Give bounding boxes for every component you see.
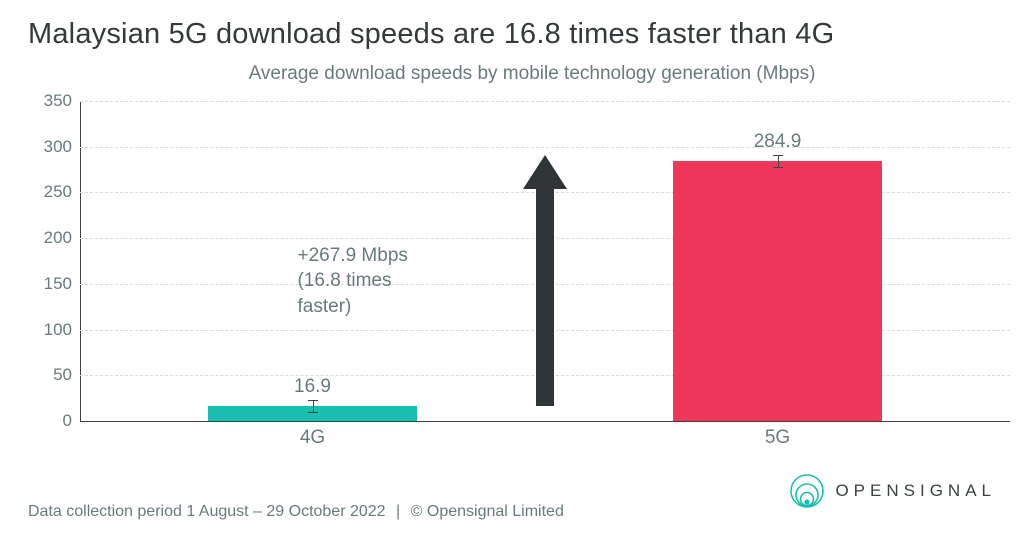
error-bar bbox=[778, 155, 779, 167]
annotation-line: +267.9 Mbps bbox=[298, 243, 408, 269]
footer-separator: | bbox=[396, 503, 400, 520]
error-bar bbox=[313, 400, 314, 412]
category-label: 5G bbox=[765, 427, 790, 449]
chart-subtitle: Average download speeds by mobile techno… bbox=[28, 63, 996, 85]
grid-line bbox=[80, 147, 1010, 148]
error-cap bbox=[308, 412, 318, 413]
bar-value-label: 16.9 bbox=[294, 376, 331, 398]
category-label: 4G bbox=[300, 427, 325, 449]
y-tick-label: 350 bbox=[28, 91, 72, 111]
annotation-line: faster) bbox=[298, 294, 408, 320]
chart-area: 0 50 100 150 200 250 300 350 16.9 284.9 +267.9 Mb… bbox=[28, 91, 996, 471]
y-tick-label: 200 bbox=[28, 228, 72, 248]
y-tick-label: 300 bbox=[28, 137, 72, 157]
footer: Data collection period 1 August – 29 Oct… bbox=[28, 503, 564, 521]
plot-region: 16.9 284.9 +267.9 Mbps(16.8 timesfaster) bbox=[80, 101, 1010, 421]
y-tick-label: 0 bbox=[28, 411, 72, 431]
footer-period: Data collection period 1 August – 29 Oct… bbox=[28, 503, 386, 520]
y-tick-label: 150 bbox=[28, 274, 72, 294]
brand-logo: OPENSIGNAL bbox=[789, 473, 996, 509]
y-tick-label: 250 bbox=[28, 182, 72, 202]
x-axis bbox=[80, 421, 1010, 422]
brand-name: OPENSIGNAL bbox=[835, 481, 996, 501]
page-title: Malaysian 5G download speeds are 16.8 ti… bbox=[28, 18, 996, 51]
arrow-body bbox=[536, 187, 554, 406]
chart-card: Malaysian 5G download speeds are 16.8 ti… bbox=[0, 0, 1024, 535]
error-cap bbox=[773, 167, 783, 168]
bar-5g bbox=[673, 161, 882, 421]
arrow-head-icon bbox=[523, 155, 567, 189]
bar-value-label: 284.9 bbox=[754, 131, 802, 153]
grid-line bbox=[80, 101, 1010, 102]
y-tick-label: 50 bbox=[28, 365, 72, 385]
y-tick-label: 100 bbox=[28, 320, 72, 340]
annotation-line: (16.8 times bbox=[298, 268, 408, 294]
error-cap bbox=[773, 155, 783, 156]
annotation-text: +267.9 Mbps(16.8 timesfaster) bbox=[298, 243, 408, 320]
error-cap bbox=[308, 400, 318, 401]
footer-copyright: © Opensignal Limited bbox=[411, 503, 564, 520]
opensignal-icon bbox=[789, 473, 825, 509]
